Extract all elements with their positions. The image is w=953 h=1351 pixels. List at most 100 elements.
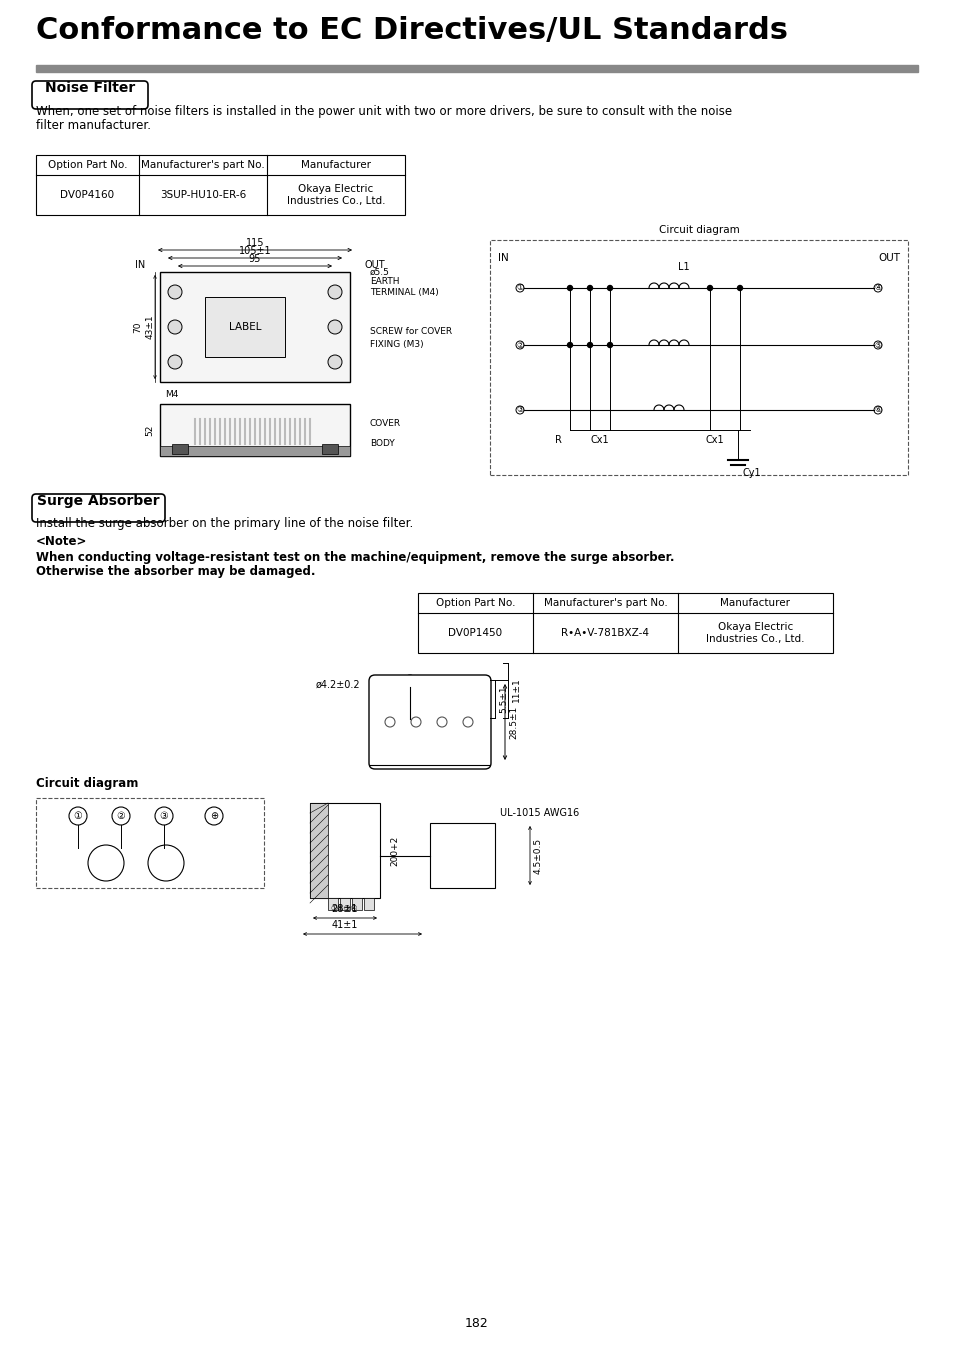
Text: ①②③④: ①②③④ — [330, 904, 357, 913]
Bar — [310, 802, 328, 898]
Text: When conducting voltage-resistant test on the machine/equipment, remove the surg: When conducting voltage-resistant test o… — [36, 551, 674, 563]
Text: 28.5±1: 28.5±1 — [509, 705, 517, 739]
Bar — [36, 65, 917, 72]
Circle shape — [436, 717, 447, 727]
Circle shape — [328, 355, 341, 369]
Text: Okaya Electric
Industries Co., Ltd.: Okaya Electric Industries Co., Ltd. — [705, 623, 804, 644]
Text: Circuit diagram: Circuit diagram — [36, 777, 138, 790]
Circle shape — [148, 844, 184, 881]
Bar — [417, 593, 832, 653]
Text: ①: ① — [516, 284, 523, 293]
Text: FIXING (M3): FIXING (M3) — [370, 339, 423, 349]
Text: Surge Absorber: Surge Absorber — [36, 494, 159, 508]
Text: Cy1: Cy1 — [742, 467, 760, 478]
Text: M4: M4 — [165, 390, 178, 399]
Text: ④: ④ — [873, 284, 881, 293]
FancyBboxPatch shape — [32, 81, 148, 109]
Text: BODY: BODY — [370, 439, 395, 449]
Circle shape — [69, 807, 87, 825]
Bar — [352, 898, 361, 911]
Circle shape — [168, 285, 182, 299]
Text: When, one set of noise filters is installed in the power unit with two or more d: When, one set of noise filters is instal… — [36, 105, 731, 118]
Circle shape — [873, 407, 882, 413]
Text: Manufacturer's part No.: Manufacturer's part No. — [543, 598, 667, 608]
Text: ③: ③ — [516, 405, 523, 415]
Text: 115: 115 — [246, 238, 264, 249]
Text: L1: L1 — [678, 262, 689, 272]
Text: ②: ② — [116, 811, 125, 821]
Text: ①: ① — [73, 811, 82, 821]
Text: ③: ③ — [159, 811, 168, 821]
Text: R•A•V-781BXZ-4: R•A•V-781BXZ-4 — [561, 628, 649, 638]
Text: Option Part No.: Option Part No. — [48, 159, 127, 170]
Text: Option Part No.: Option Part No. — [436, 598, 515, 608]
Circle shape — [707, 285, 712, 290]
Bar — [490, 240, 907, 476]
Circle shape — [737, 285, 741, 290]
Text: Conformance to EC Directives/UL Standards: Conformance to EC Directives/UL Standard… — [36, 16, 787, 45]
Text: Circuit diagram: Circuit diagram — [658, 226, 739, 235]
Text: 43±1: 43±1 — [146, 315, 154, 339]
Circle shape — [154, 807, 172, 825]
Text: DV0P1450: DV0P1450 — [448, 628, 502, 638]
Text: ②: ② — [516, 340, 523, 350]
Text: IN: IN — [134, 259, 145, 270]
Circle shape — [873, 340, 882, 349]
FancyBboxPatch shape — [369, 676, 491, 769]
Circle shape — [607, 343, 612, 347]
Text: EARTH: EARTH — [370, 277, 399, 286]
Text: TERMINAL (M4): TERMINAL (M4) — [370, 288, 438, 296]
Bar — [160, 404, 350, 457]
FancyBboxPatch shape — [32, 494, 165, 521]
Text: Noise Filter: Noise Filter — [45, 81, 135, 95]
Circle shape — [328, 285, 341, 299]
Text: R: R — [554, 435, 561, 444]
Circle shape — [168, 355, 182, 369]
Bar — [172, 444, 188, 454]
Bar — [339, 898, 350, 911]
Text: DV0P4160: DV0P4160 — [60, 190, 114, 200]
Bar — [205, 297, 285, 357]
Text: ø4.2±0.2: ø4.2±0.2 — [315, 680, 359, 690]
Circle shape — [168, 320, 182, 334]
Bar — [36, 798, 264, 888]
Circle shape — [607, 285, 612, 290]
Circle shape — [516, 407, 523, 413]
Text: SCREW for COVER: SCREW for COVER — [370, 327, 452, 336]
Bar — [36, 155, 405, 215]
Text: Otherwise the absorber may be damaged.: Otherwise the absorber may be damaged. — [36, 565, 315, 578]
Text: Cx1: Cx1 — [705, 435, 723, 444]
Text: 182: 182 — [465, 1317, 488, 1329]
Circle shape — [112, 807, 130, 825]
Circle shape — [205, 807, 223, 825]
Text: Okaya Electric
Industries Co., Ltd.: Okaya Electric Industries Co., Ltd. — [287, 184, 385, 205]
Circle shape — [403, 676, 416, 688]
Bar — [310, 802, 379, 898]
Circle shape — [587, 343, 592, 347]
Text: LABEL: LABEL — [229, 322, 261, 332]
Text: 52: 52 — [146, 424, 154, 435]
Text: Manufacturer's part No.: Manufacturer's part No. — [141, 159, 265, 170]
Circle shape — [462, 717, 473, 727]
Circle shape — [385, 717, 395, 727]
Text: 28±1: 28±1 — [332, 904, 358, 915]
Text: 11±1: 11±1 — [512, 678, 520, 703]
Circle shape — [587, 285, 592, 290]
Circle shape — [873, 284, 882, 292]
Text: 105±1: 105±1 — [238, 246, 271, 255]
Bar — [160, 272, 350, 382]
Text: COVER: COVER — [370, 420, 400, 428]
Text: 200+2: 200+2 — [390, 835, 398, 866]
Text: Manufacturer: Manufacturer — [301, 159, 371, 170]
Text: Manufacturer: Manufacturer — [720, 598, 790, 608]
Text: ø5.5: ø5.5 — [370, 267, 390, 277]
Text: Install the surge absorber on the primary line of the noise filter.: Install the surge absorber on the primar… — [36, 517, 413, 530]
Text: 70: 70 — [133, 322, 142, 332]
Text: OUT: OUT — [365, 259, 385, 270]
Text: <Note>: <Note> — [36, 535, 88, 549]
Circle shape — [567, 343, 572, 347]
Circle shape — [567, 285, 572, 290]
Text: ⑤: ⑤ — [873, 340, 881, 350]
Circle shape — [516, 340, 523, 349]
Text: Cx1: Cx1 — [590, 435, 609, 444]
